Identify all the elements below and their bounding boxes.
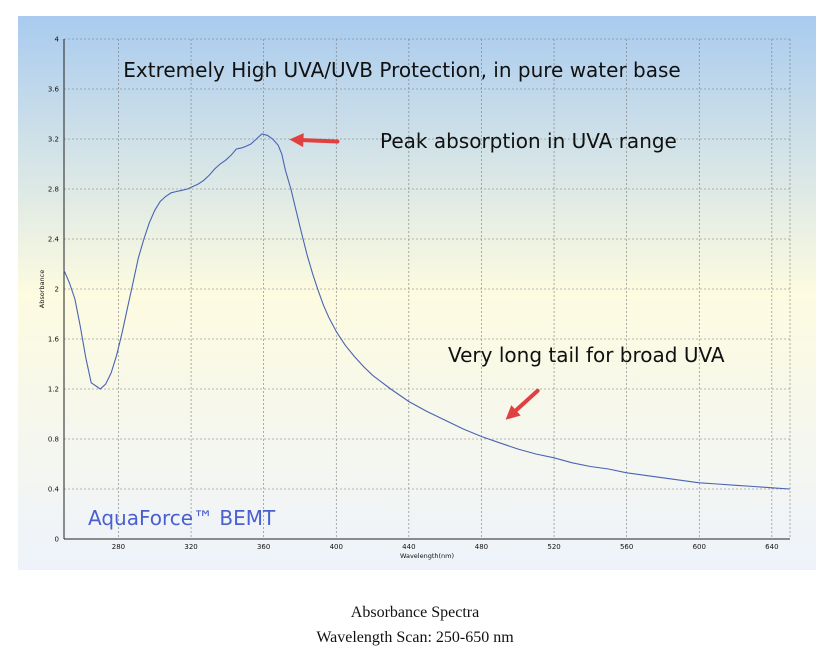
y-tick-label: 1.2	[48, 386, 59, 394]
brand-label: AquaForce™ BEMT	[88, 506, 276, 530]
tail-arrow-head	[505, 405, 521, 420]
y-tick-label: 2	[55, 286, 59, 294]
x-tick-label: 440	[402, 543, 415, 551]
x-tick-label: 600	[693, 543, 706, 551]
y-tick-label: 4	[55, 36, 60, 44]
x-tick-label: 640	[765, 543, 778, 551]
series-layer	[63, 133, 791, 490]
tail-arrow-shaft	[513, 388, 540, 413]
x-tick-label: 400	[330, 543, 343, 551]
x-tick-label: 280	[112, 543, 125, 551]
peak-annotation: Peak absorption in UVA range	[380, 129, 677, 153]
y-tick-label: 0.8	[48, 436, 59, 444]
x-tick-label: 560	[620, 543, 633, 551]
tail-annotation: Very long tail for broad UVA	[448, 343, 725, 367]
x-tick-label: 320	[184, 543, 197, 551]
y-tick-label: 3.6	[48, 86, 60, 94]
caption-title: Absorbance Spectra	[350, 604, 480, 621]
grid	[64, 38, 791, 539]
peak-arrow-shaft	[301, 138, 340, 144]
x-tick-label: 360	[257, 543, 270, 551]
y-tick-label: 0.4	[48, 486, 60, 494]
tail-arrow	[505, 388, 540, 420]
peak-arrow-head	[289, 133, 304, 148]
chart-title: Extremely High UVA/UVB Protection, in pu…	[123, 58, 680, 82]
y-tick-label: 0	[55, 536, 59, 544]
x-tick-label: 480	[475, 543, 488, 551]
absorbance-chart: 0 0.4 0.8 1.2 1.6 2 2.4 2.8 3.2 3.6 4 280 320 360 400 4…	[18, 16, 816, 570]
y-tick-label: 3.2	[48, 136, 59, 144]
axes: 0 0.4 0.8 1.2 1.6 2 2.4 2.8 3.2 3.6 4 280 320 360 400 4…	[48, 36, 790, 551]
x-axis-label: Wavelength(nm)	[400, 552, 454, 560]
peak-arrow	[289, 133, 340, 148]
x-tick-label: 520	[547, 543, 560, 551]
y-tick-label: 2.8	[48, 186, 59, 194]
absorbance-series-line	[63, 133, 791, 490]
chart-background	[18, 16, 816, 570]
y-tick-label: 1.6	[48, 336, 60, 344]
y-axis-label: Absorbance	[38, 270, 46, 308]
chart-svg: 0 0.4 0.8 1.2 1.6 2 2.4 2.8 3.2 3.6 4 280 320 360 400 4…	[18, 16, 816, 570]
y-tick-label: 2.4	[48, 236, 60, 244]
arrows	[289, 133, 540, 420]
caption-subtitle: Wavelength Scan: 250-650 nm	[316, 629, 514, 646]
annotations: Extremely High UVA/UVB Protection, in pu…	[88, 58, 725, 530]
